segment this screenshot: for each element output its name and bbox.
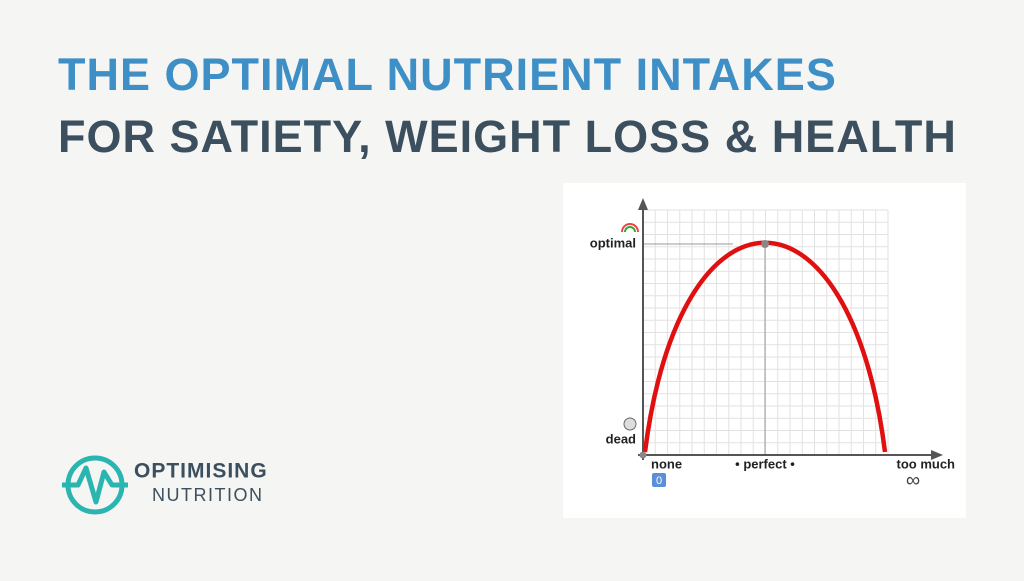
- arrow: [931, 450, 943, 460]
- x-symbol: ∞: [906, 469, 920, 491]
- x-label: • perfect •: [735, 456, 795, 471]
- y-label: optimal: [590, 235, 636, 250]
- logo-wave: [62, 465, 128, 505]
- rainbow-icon: [621, 223, 639, 233]
- title: THE OPTIMAL NUTRIENT INTAKES: [58, 49, 837, 100]
- x-label: too much: [897, 456, 956, 471]
- logo-line2: NUTRITION: [152, 485, 264, 505]
- peak-dot: [761, 240, 769, 248]
- x-symbol: 0: [656, 475, 662, 487]
- logo: OPTIMISING NUTRITION: [62, 455, 268, 515]
- zero-box: [652, 473, 666, 487]
- origin-dot: [639, 451, 647, 459]
- rainbow-icon: [624, 226, 636, 233]
- skull-icon: [623, 417, 637, 431]
- subtitle: FOR SATIETY, WEIGHT LOSS & HEALTH: [58, 111, 957, 162]
- y-label: dead: [606, 431, 636, 446]
- arrow: [638, 198, 648, 210]
- diagram: optimal dead none • perfect • too much 0…: [563, 183, 966, 518]
- x-label: none: [651, 456, 682, 471]
- logo-line1: OPTIMISING: [134, 460, 268, 483]
